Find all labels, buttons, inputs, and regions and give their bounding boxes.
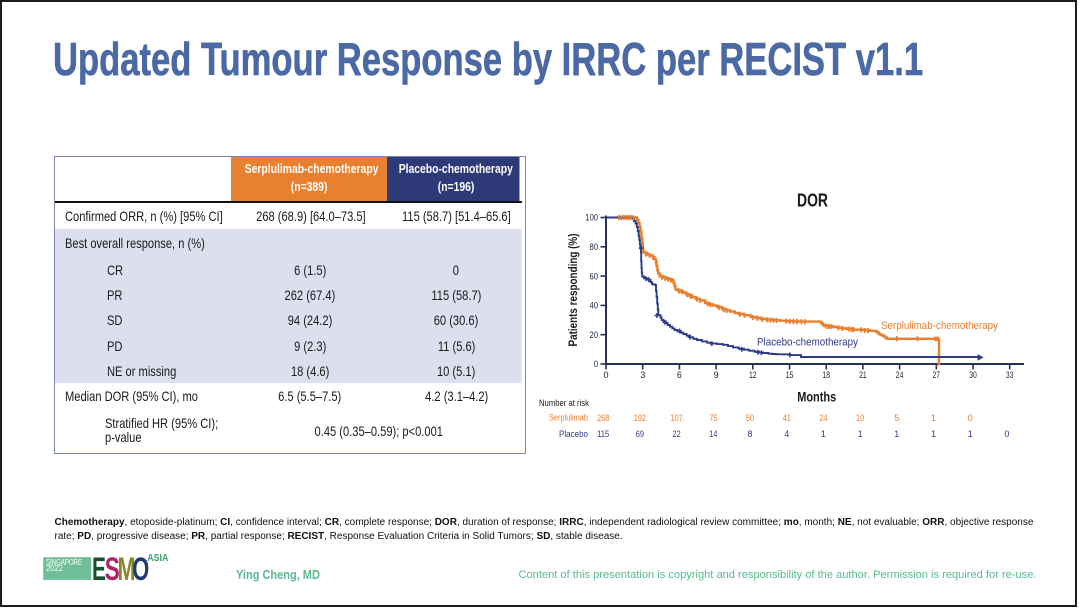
svg-text:107: 107 — [671, 413, 683, 423]
svg-text:0: 0 — [594, 359, 598, 370]
svg-text:Serplulimab-chemotherapy: Serplulimab-chemotherapy — [881, 320, 998, 332]
svg-text:115: 115 — [597, 429, 609, 439]
svg-text:21: 21 — [859, 370, 867, 380]
svg-text:69: 69 — [636, 429, 644, 439]
svg-text:192: 192 — [634, 413, 646, 423]
svg-text:1: 1 — [931, 413, 936, 423]
svg-text:3: 3 — [640, 370, 645, 380]
svg-text:SINGAPORE: SINGAPORE — [46, 558, 82, 567]
svg-text:5: 5 — [894, 413, 899, 423]
svg-text:M: M — [118, 551, 136, 587]
svg-text:50: 50 — [746, 413, 754, 423]
svg-text:Number at risk: Number at risk — [539, 398, 589, 408]
svg-text:80: 80 — [590, 242, 599, 253]
svg-text:15: 15 — [786, 370, 794, 380]
svg-text:0: 0 — [1004, 429, 1009, 439]
svg-text:100: 100 — [585, 213, 598, 224]
svg-text:6: 6 — [677, 370, 682, 380]
svg-text:14: 14 — [709, 429, 717, 439]
svg-text:24: 24 — [819, 413, 827, 423]
svg-text:Serplulimab: Serplulimab — [549, 413, 588, 423]
svg-text:33: 33 — [1006, 370, 1014, 380]
svg-text:Placebo: Placebo — [559, 429, 588, 439]
svg-text:22: 22 — [673, 429, 681, 439]
svg-text:0: 0 — [603, 370, 608, 380]
svg-text:9: 9 — [714, 370, 719, 380]
svg-text:1: 1 — [931, 429, 936, 439]
svg-text:1: 1 — [968, 429, 973, 439]
svg-text:40: 40 — [590, 301, 599, 312]
svg-text:Months: Months — [797, 390, 836, 405]
svg-text:30: 30 — [969, 370, 977, 380]
svg-text:Placebo-chemotherapy: Placebo-chemotherapy — [757, 337, 858, 349]
svg-text:12: 12 — [749, 370, 757, 380]
svg-text:60: 60 — [590, 271, 599, 282]
svg-text:41: 41 — [783, 413, 791, 423]
svg-text:268: 268 — [597, 413, 609, 423]
svg-text:0: 0 — [968, 413, 973, 423]
svg-text:18: 18 — [822, 370, 830, 380]
svg-text:E: E — [92, 551, 106, 587]
svg-text:1: 1 — [894, 429, 899, 439]
svg-text:1: 1 — [858, 429, 863, 439]
svg-text:10: 10 — [856, 413, 864, 423]
svg-text:8: 8 — [747, 429, 752, 439]
svg-text:24: 24 — [896, 370, 904, 380]
svg-text:20: 20 — [590, 330, 599, 341]
svg-text:S: S — [105, 551, 120, 587]
svg-text:O: O — [132, 551, 149, 587]
svg-text:75: 75 — [709, 413, 717, 423]
svg-text:1: 1 — [821, 429, 826, 439]
svg-text:4: 4 — [784, 429, 789, 439]
svg-text:27: 27 — [933, 370, 941, 380]
svg-text:ASIA: ASIA — [147, 552, 168, 564]
svg-text:2022: 2022 — [46, 564, 63, 573]
svg-text:Patients responding (%): Patients responding (%) — [568, 233, 580, 346]
svg-text:DOR: DOR — [797, 190, 828, 211]
